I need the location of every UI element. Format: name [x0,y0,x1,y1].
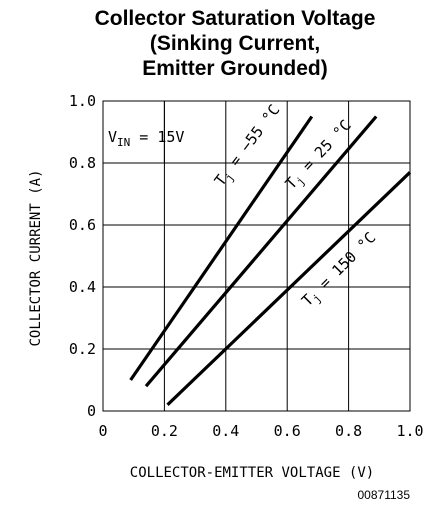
vin-annotation-box [102,100,165,164]
series-line-2 [166,171,412,406]
plot-frame [102,100,411,412]
chart-title-line-3: Emitter Grounded) [142,57,328,80]
x-axis-label: COLLECTOR-EMITTER VOLTAGE (V) [130,465,374,481]
x-tick-label: 0.6 [274,422,301,440]
svg-text:VIN = 15V: VIN = 15V [108,128,184,149]
grid [102,100,411,412]
y-tick-label: 0.4 [69,278,96,296]
series-label-group-0: Tj = −55 °C [211,101,286,191]
vin-label-sub: IN [117,136,130,149]
series-label-rest-1: = 25 °C [292,116,354,181]
series-lines [129,115,412,406]
vin-label-main: V [108,128,117,146]
y-tick-label: 0.8 [69,154,96,172]
x-tick-label: 0.8 [335,422,362,440]
y-tick-label: 0.2 [69,340,96,358]
x-tick-label: 0.4 [212,422,239,440]
x-tick-label: 0 [98,422,107,440]
vin-annotation: VIN = 15V [108,128,184,149]
svg-text:Tj = −55 °C: Tj = −55 °C [211,101,286,191]
series-label-rest-2: = 150 °C [309,229,379,299]
y-tick-label: 0.6 [69,216,96,234]
figure-id: 00871135 [358,488,411,502]
series-line-0 [129,115,314,381]
chart-title-line-2: (Sinking Current, [150,32,320,55]
series-line-1 [144,115,378,388]
tick-labels: 0 0.2 0.4 0.6 0.8 1.0 0 0.2 0.4 0.6 0.8 1.0 [69,92,424,440]
x-tick-label: 0.2 [151,422,178,440]
vin-label-rest: = 15V [130,128,184,146]
chart-title-line-1: Collector Saturation Voltage [95,7,376,30]
y-axis-label: COLLECTOR CURRENT (A) [28,169,44,346]
series-label-rest-0: = −55 °C [220,101,283,177]
y-tick-label: 0 [87,402,96,420]
y-tick-label: 1.0 [69,92,96,110]
x-tick-label: 1.0 [396,422,423,440]
